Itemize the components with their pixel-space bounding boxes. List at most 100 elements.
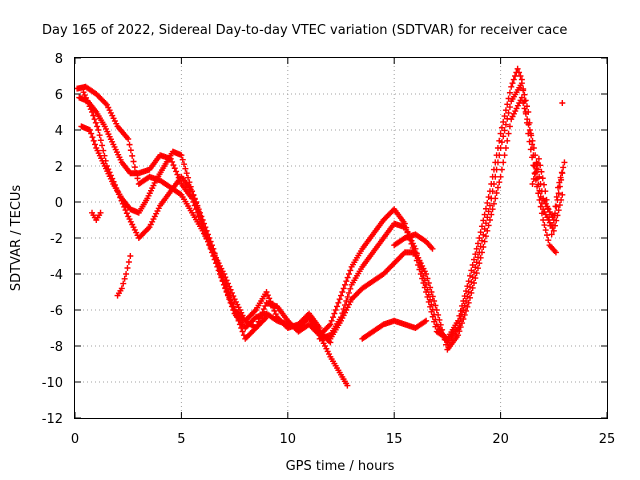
data-point (125, 259, 132, 265)
data-point (506, 123, 513, 130)
data-point (222, 274, 229, 281)
data-point (81, 92, 88, 99)
data-point (457, 324, 464, 331)
data-point (520, 85, 527, 92)
data-point (199, 220, 206, 227)
data-point (552, 249, 559, 256)
data-series (74, 65, 568, 389)
data-point (514, 65, 521, 72)
data-point (529, 181, 536, 187)
data-point (331, 310, 338, 317)
data-point (488, 211, 495, 218)
data-point (555, 184, 562, 191)
data-point (228, 300, 235, 307)
data-point (272, 311, 279, 318)
data-point (90, 137, 97, 144)
data-point (336, 296, 343, 303)
y-tick-label: 4 (55, 124, 63, 139)
x-tick-label: 5 (177, 432, 185, 447)
data-point (538, 168, 545, 175)
data-point (263, 314, 270, 321)
data-point (497, 173, 504, 180)
data-point (87, 106, 94, 113)
data-point (472, 275, 479, 282)
data-point (437, 321, 444, 328)
data-point (423, 271, 430, 277)
x-axis-ticks: 0 5 10 15 20 25 (71, 58, 615, 447)
data-point (340, 285, 347, 292)
data-point (267, 298, 274, 305)
data-point (472, 251, 479, 258)
data-point (266, 295, 273, 302)
data-point (347, 267, 354, 274)
data-point (521, 105, 528, 112)
data-point (552, 203, 559, 210)
data-point (536, 173, 543, 180)
x-tick-label: 0 (71, 432, 79, 447)
data-point (502, 145, 509, 151)
y-tick-label: -2 (50, 232, 63, 247)
data-point (440, 331, 447, 338)
data-point (80, 89, 87, 96)
data-point (537, 162, 544, 169)
data-point (477, 254, 484, 261)
data-point (126, 141, 133, 148)
data-point (486, 217, 493, 223)
data-point (542, 227, 549, 234)
data-point (222, 284, 229, 291)
data-point (456, 328, 463, 335)
data-point (427, 296, 434, 303)
data-point (123, 271, 130, 277)
data-point (530, 145, 537, 151)
data-point (496, 179, 503, 186)
data-point (429, 245, 436, 252)
data-point (441, 336, 448, 343)
data-point (88, 130, 95, 137)
data-point (517, 73, 524, 79)
data-point (520, 100, 527, 106)
data-point (86, 127, 93, 133)
data-point (489, 188, 496, 195)
data-point (129, 152, 136, 159)
data-point (509, 80, 516, 87)
data-point (123, 210, 130, 217)
data-point (541, 181, 548, 188)
data-point (542, 188, 549, 195)
data-point (558, 169, 565, 176)
data-point (439, 326, 446, 333)
data-point (502, 121, 509, 128)
data-point (195, 208, 202, 215)
data-point (260, 306, 267, 313)
x-tick-label: 20 (492, 432, 509, 447)
data-point (194, 204, 201, 211)
data-point (183, 170, 190, 177)
data-point (432, 302, 439, 309)
data-point (505, 130, 512, 137)
data-point (264, 292, 271, 299)
data-point (345, 289, 352, 296)
data-point (524, 116, 531, 123)
data-point (110, 178, 117, 185)
data-point (492, 173, 499, 180)
data-point (560, 164, 567, 171)
data-point (107, 172, 114, 179)
data-point (94, 123, 101, 130)
data-point (428, 289, 435, 295)
data-point (471, 280, 477, 286)
data-point (89, 134, 96, 141)
data-point (559, 191, 566, 198)
data-point (224, 291, 231, 298)
y-tick-label: -4 (50, 268, 63, 283)
data-point (424, 275, 431, 282)
x-tick-label: 25 (599, 432, 616, 447)
data-point (537, 181, 544, 187)
data-point (106, 169, 113, 176)
data-point (198, 216, 205, 223)
data-point (182, 165, 189, 172)
data-point (522, 110, 529, 117)
data-point (173, 168, 180, 175)
data-point (220, 271, 227, 277)
data-point (230, 293, 237, 300)
data-point (501, 127, 508, 134)
data-point (504, 137, 511, 144)
